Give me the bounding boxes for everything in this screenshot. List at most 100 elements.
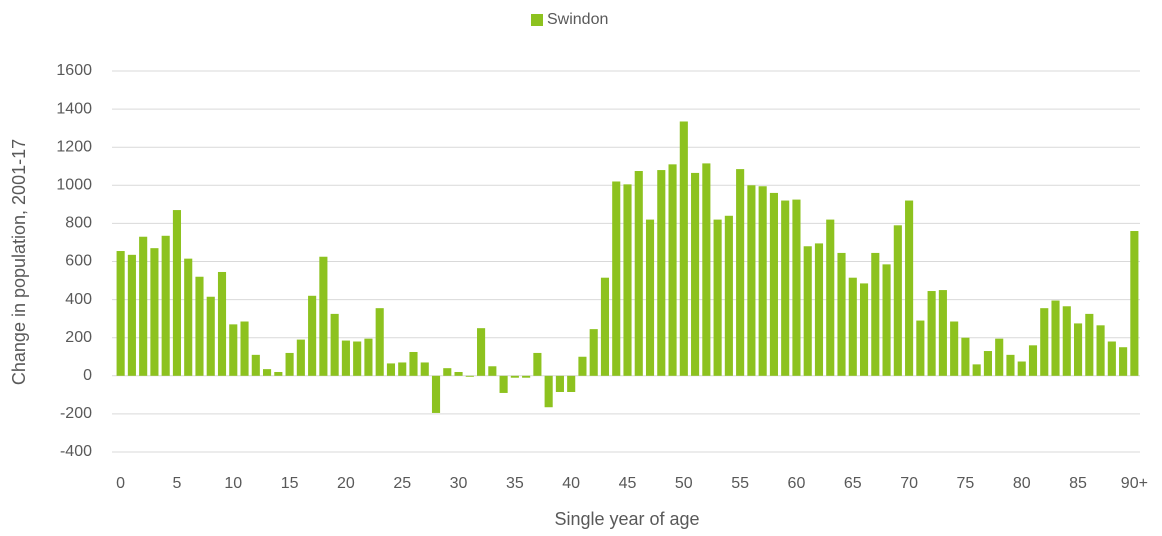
bar	[950, 321, 959, 376]
bar	[972, 364, 981, 376]
bar	[657, 170, 666, 376]
bar	[724, 215, 733, 376]
y-tick-label: 1200	[56, 138, 92, 155]
bar	[623, 184, 632, 376]
bar	[905, 200, 914, 376]
bar	[578, 356, 587, 376]
x-tick-label: 20	[337, 475, 355, 492]
bar	[533, 352, 542, 376]
bar	[1107, 341, 1116, 376]
bar	[1028, 345, 1038, 376]
y-tick-label: 1600	[56, 62, 92, 79]
bar	[871, 252, 880, 376]
bar	[150, 248, 159, 376]
bar	[803, 246, 812, 376]
y-tick-label: 600	[65, 253, 92, 270]
bar	[251, 354, 260, 376]
bar	[814, 243, 824, 376]
x-tick-label: 0	[116, 475, 125, 492]
bar	[1096, 325, 1105, 376]
bar	[127, 254, 136, 376]
bar	[206, 296, 215, 376]
y-tick-label: 0	[83, 367, 92, 384]
bar	[431, 375, 441, 413]
bar	[1119, 347, 1128, 376]
x-tick-label: 75	[957, 475, 975, 492]
bar	[184, 258, 193, 376]
bar	[736, 169, 745, 376]
x-tick-label: 60	[788, 475, 806, 492]
x-tick-label: 25	[393, 475, 411, 492]
bar	[308, 295, 317, 376]
bar	[319, 256, 328, 376]
bar	[938, 290, 947, 376]
bar	[195, 276, 204, 376]
bar	[668, 164, 677, 376]
y-tick-label: 800	[65, 215, 92, 232]
bar	[792, 199, 801, 376]
bar	[1040, 308, 1049, 376]
bar	[409, 351, 418, 376]
bar	[172, 210, 182, 376]
x-tick-label: 40	[562, 475, 580, 492]
bar	[499, 375, 508, 393]
bar	[488, 366, 497, 376]
bar	[285, 352, 294, 376]
bar	[679, 121, 688, 376]
bar	[477, 328, 486, 376]
x-tick-label: 80	[1013, 475, 1031, 492]
bar	[589, 329, 598, 376]
bar	[217, 271, 227, 376]
bar	[927, 291, 936, 376]
x-tick-label: 5	[172, 475, 181, 492]
bar	[1051, 300, 1060, 376]
bar	[161, 235, 170, 376]
bar	[1017, 361, 1026, 376]
bar	[364, 338, 373, 376]
bar	[983, 351, 992, 376]
bar	[961, 337, 970, 376]
bar	[747, 185, 756, 376]
bar	[826, 219, 835, 376]
bar	[600, 277, 610, 376]
y-tick-label: 1000	[56, 177, 92, 194]
bar	[781, 200, 790, 376]
bar	[645, 219, 655, 376]
bar	[702, 163, 711, 376]
bar	[420, 362, 429, 376]
legend-label: Swindon	[547, 11, 608, 28]
bar	[454, 371, 463, 376]
bar	[1073, 323, 1083, 376]
x-tick-label: 55	[731, 475, 749, 492]
x-tick-label: 70	[900, 475, 918, 492]
x-tick-label: 45	[619, 475, 637, 492]
bar	[837, 252, 846, 376]
x-axis-title: Single year of age	[554, 509, 699, 529]
bar	[893, 225, 902, 376]
x-tick-label: 30	[450, 475, 468, 492]
x-tick-label: 65	[844, 475, 862, 492]
y-tick-label: 400	[65, 291, 92, 308]
x-tick-label: 50	[675, 475, 693, 492]
bar	[916, 320, 925, 376]
legend-swatch	[531, 14, 543, 26]
x-tick-label: 15	[281, 475, 299, 492]
bar	[634, 171, 643, 376]
bar	[1130, 231, 1139, 376]
bar	[522, 375, 531, 378]
bar	[375, 308, 384, 376]
y-tick-label: -400	[60, 443, 92, 460]
bar	[1085, 313, 1094, 376]
bar	[341, 340, 350, 376]
y-axis-title: Change in population, 2001-17	[9, 139, 29, 385]
bar	[296, 339, 305, 376]
bar	[612, 181, 621, 376]
bar	[1062, 306, 1071, 376]
bar	[995, 338, 1004, 376]
bar	[848, 277, 857, 376]
y-tick-label: -200	[60, 405, 92, 422]
x-tick-label: 85	[1069, 475, 1087, 492]
bar	[1006, 354, 1015, 376]
bar	[386, 363, 396, 376]
bar	[263, 369, 272, 376]
